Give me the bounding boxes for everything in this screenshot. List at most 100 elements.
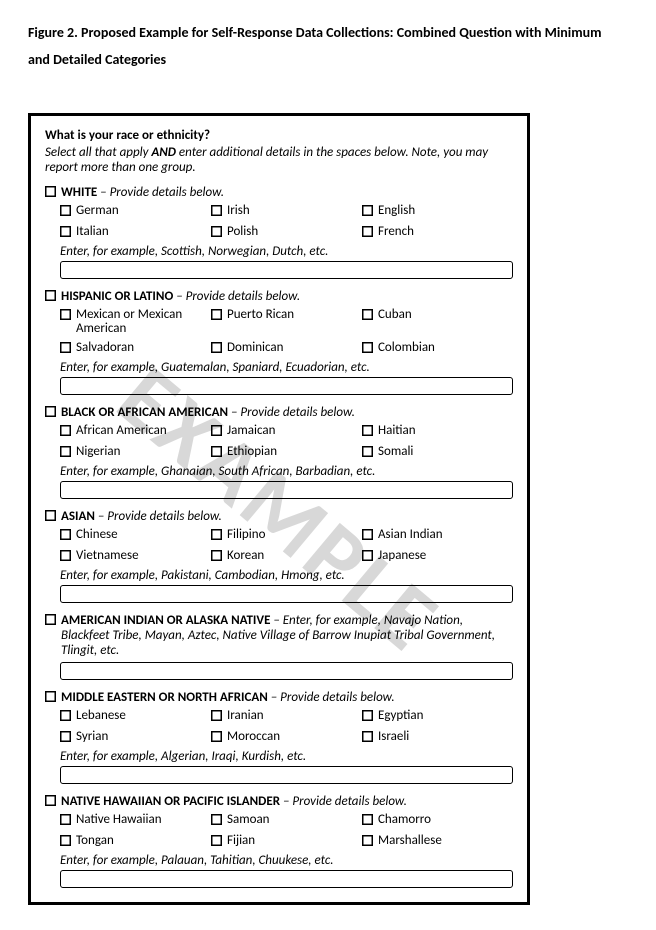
option-native-hawaiian[interactable]: Native Hawaiian: [60, 813, 211, 828]
option-marshallese[interactable]: Marshallese: [362, 834, 513, 849]
checkbox-icon: [362, 731, 373, 742]
option-syrian[interactable]: Syrian: [60, 730, 211, 745]
option-somali[interactable]: Somali: [362, 445, 513, 460]
option-lebanese[interactable]: Lebanese: [60, 709, 211, 724]
checkbox-icon: [211, 309, 222, 320]
checkbox-icon: [60, 835, 71, 846]
checkbox-icon: [362, 550, 373, 561]
option-mexican[interactable]: Mexican or Mexican American: [60, 308, 211, 335]
writein-black[interactable]: [60, 481, 513, 499]
checkbox-icon: [211, 425, 222, 436]
checkbox-icon: [362, 226, 373, 237]
checkbox-icon: [211, 342, 222, 353]
checkbox-icon: [45, 691, 56, 702]
figure-title-line2: and Detailed Categories: [28, 51, 166, 68]
option-iranian[interactable]: Iranian: [211, 709, 362, 724]
checkbox-icon: [60, 226, 71, 237]
writein-white[interactable]: [60, 261, 513, 279]
option-italian[interactable]: Italian: [60, 225, 211, 240]
option-puerto-rican[interactable]: Puerto Rican: [211, 308, 362, 335]
option-english[interactable]: English: [362, 204, 513, 219]
option-jamaican[interactable]: Jamaican: [211, 424, 362, 439]
option-israeli[interactable]: Israeli: [362, 730, 513, 745]
option-filipino[interactable]: Filipino: [211, 528, 362, 543]
option-vietnamese[interactable]: Vietnamese: [60, 549, 211, 564]
option-colombian[interactable]: Colombian: [362, 341, 513, 356]
option-samoan[interactable]: Samoan: [211, 813, 362, 828]
checkbox-icon: [211, 226, 222, 237]
option-korean[interactable]: Korean: [211, 549, 362, 564]
option-ethiopian[interactable]: Ethiopian: [211, 445, 362, 460]
checkbox-icon: [362, 309, 373, 320]
checkbox-icon: [60, 309, 71, 320]
checkbox-icon: [45, 406, 56, 417]
group-header-white[interactable]: WHITE – Provide details below.: [45, 185, 513, 200]
option-tongan[interactable]: Tongan: [60, 834, 211, 849]
checkbox-icon: [362, 425, 373, 436]
checkbox-icon: [211, 205, 222, 216]
checkbox-icon: [45, 795, 56, 806]
option-chamorro[interactable]: Chamorro: [362, 813, 513, 828]
group-aian: AMERICAN INDIAN OR ALASKA NATIVE – Enter…: [45, 613, 513, 680]
group-header-aian[interactable]: AMERICAN INDIAN OR ALASKA NATIVE – Enter…: [45, 613, 513, 658]
option-nigerian[interactable]: Nigerian: [60, 445, 211, 460]
option-african-american[interactable]: African American: [60, 424, 211, 439]
group-black: BLACK OR AFRICAN AMERICAN – Provide deta…: [45, 405, 513, 499]
group-header-asian[interactable]: ASIAN – Provide details below.: [45, 509, 513, 524]
group-header-hispanic[interactable]: HISPANIC OR LATINO – Provide details bel…: [45, 289, 513, 304]
checkbox-icon: [60, 731, 71, 742]
writein-nhpi[interactable]: [60, 870, 513, 888]
group-header-black[interactable]: BLACK OR AFRICAN AMERICAN – Provide deta…: [45, 405, 513, 420]
option-salvadoran[interactable]: Salvadoran: [60, 341, 211, 356]
option-haitian[interactable]: Haitian: [362, 424, 513, 439]
example-hint-mena: Enter, for example, Algerian, Iraqi, Kur…: [45, 749, 513, 764]
writein-hispanic[interactable]: [60, 377, 513, 395]
option-asian-indian[interactable]: Asian Indian: [362, 528, 513, 543]
checkbox-icon: [362, 529, 373, 540]
writein-aian[interactable]: [60, 662, 513, 680]
instruction-text: Select all that apply AND enter addition…: [45, 145, 513, 175]
example-hint-hispanic: Enter, for example, Guatemalan, Spaniard…: [45, 360, 513, 375]
group-header-nhpi[interactable]: NATIVE HAWAIIAN OR PACIFIC ISLANDER – Pr…: [45, 794, 513, 809]
checkbox-icon: [60, 425, 71, 436]
checkbox-icon: [211, 446, 222, 457]
checkbox-icon: [211, 814, 222, 825]
option-japanese[interactable]: Japanese: [362, 549, 513, 564]
group-hispanic: HISPANIC OR LATINO – Provide details bel…: [45, 289, 513, 395]
checkbox-icon: [45, 290, 56, 301]
checkbox-icon: [362, 835, 373, 846]
checkbox-icon: [362, 814, 373, 825]
writein-asian[interactable]: [60, 585, 513, 603]
option-egyptian[interactable]: Egyptian: [362, 709, 513, 724]
checkbox-icon: [45, 186, 56, 197]
example-hint-asian: Enter, for example, Pakistani, Cambodian…: [45, 568, 513, 583]
option-chinese[interactable]: Chinese: [60, 528, 211, 543]
group-header-mena[interactable]: MIDDLE EASTERN OR NORTH AFRICAN – Provid…: [45, 690, 513, 705]
group-nhpi: NATIVE HAWAIIAN OR PACIFIC ISLANDER – Pr…: [45, 794, 513, 888]
checkbox-icon: [60, 342, 71, 353]
option-dominican[interactable]: Dominican: [211, 341, 362, 356]
form-box: EXAMPLE What is your race or ethnicity? …: [28, 113, 530, 905]
option-german[interactable]: German: [60, 204, 211, 219]
checkbox-icon: [362, 710, 373, 721]
group-mena: MIDDLE EASTERN OR NORTH AFRICAN – Provid…: [45, 690, 513, 784]
checkbox-icon: [60, 710, 71, 721]
checkbox-icon: [60, 814, 71, 825]
checkbox-icon: [45, 614, 56, 625]
option-polish[interactable]: Polish: [211, 225, 362, 240]
option-fijian[interactable]: Fijian: [211, 834, 362, 849]
option-french[interactable]: French: [362, 225, 513, 240]
checkbox-icon: [45, 510, 56, 521]
example-hint-white: Enter, for example, Scottish, Norwegian,…: [45, 244, 513, 259]
option-moroccan[interactable]: Moroccan: [211, 730, 362, 745]
checkbox-icon: [362, 205, 373, 216]
figure-title: Figure 2. Proposed Example for Self-Resp…: [28, 20, 628, 73]
checkbox-icon: [60, 529, 71, 540]
checkbox-icon: [211, 550, 222, 561]
option-irish[interactable]: Irish: [211, 204, 362, 219]
checkbox-icon: [362, 446, 373, 457]
example-hint-nhpi: Enter, for example, Palauan, Tahitian, C…: [45, 853, 513, 868]
writein-mena[interactable]: [60, 766, 513, 784]
checkbox-icon: [60, 446, 71, 457]
option-cuban[interactable]: Cuban: [362, 308, 513, 335]
